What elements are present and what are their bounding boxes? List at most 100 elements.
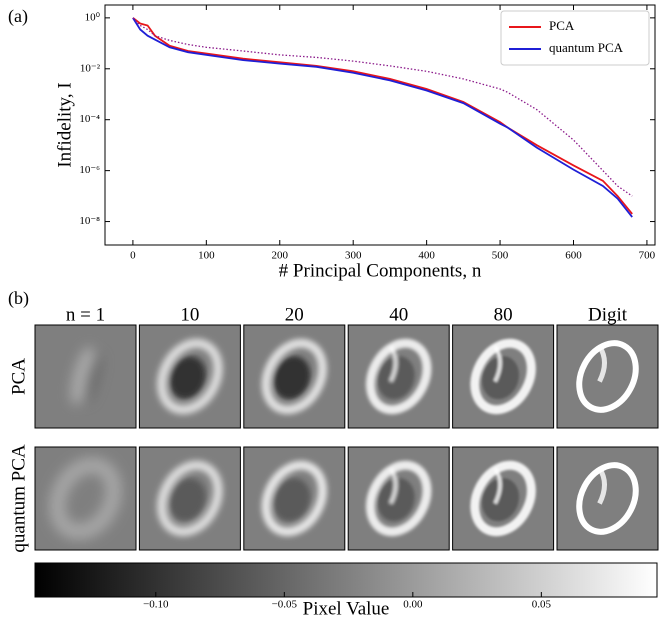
line-series [132, 17, 633, 218]
line-series [132, 17, 633, 215]
image-content [70, 346, 103, 405]
image-frame [556, 324, 659, 429]
image-content [470, 460, 536, 537]
colorbar-tick-label: 0.05 [532, 599, 552, 611]
x-tick-label: 100 [198, 250, 215, 262]
column-title: 10 [180, 304, 199, 325]
colorbar-label: Pixel Value [303, 598, 390, 619]
digit-ring [470, 338, 536, 415]
digit-ring [365, 338, 432, 415]
column-title: n = 1 [66, 304, 105, 325]
column-title: 40 [389, 304, 408, 325]
image-content [365, 338, 432, 415]
image-frame [34, 324, 137, 429]
digit-hook [493, 345, 503, 383]
plot-frame [104, 4, 656, 246]
x-tick-label: 400 [418, 250, 435, 262]
inner-shadow [377, 356, 415, 400]
colorbar-tick-label: −0.10 [143, 599, 169, 611]
image-content [261, 460, 328, 537]
image-cell [35, 325, 136, 428]
image-frame [347, 324, 450, 429]
panel-label: (b) [8, 288, 29, 309]
digit-hook [388, 345, 398, 383]
digit-ring [576, 340, 639, 413]
column-title: 20 [285, 304, 304, 325]
digit-ring [470, 460, 536, 537]
column-title: Digit [588, 304, 628, 325]
image-cell [452, 447, 554, 550]
inner-shadow [168, 478, 206, 522]
image-frame [347, 446, 450, 551]
image-cell [348, 447, 450, 550]
image-content [576, 340, 639, 413]
x-axis-label: # Principal Components, n [279, 260, 482, 281]
x-tick-label: 600 [565, 250, 582, 262]
colorbar-tick-label: 0.00 [403, 599, 423, 611]
legend-box [500, 10, 650, 66]
digit-ring [365, 460, 432, 537]
legend-label: PCA [549, 18, 575, 33]
image-frame [556, 446, 659, 551]
image-cell [452, 325, 554, 428]
y-tick-label: 10⁻² [80, 62, 101, 74]
y-tick-label: 10⁻⁸ [79, 215, 100, 227]
row-label: PCA [8, 358, 29, 395]
digit-hook [597, 467, 607, 505]
digit-ring [157, 460, 223, 537]
image-frame [243, 324, 346, 429]
image-background [557, 447, 658, 550]
panel-label: (a) [8, 6, 28, 27]
digit-ring [261, 338, 328, 415]
inner-shadow [377, 478, 415, 522]
image-frame [138, 324, 241, 429]
image-frame [452, 324, 555, 429]
image-background [557, 325, 658, 428]
inner-shadow [482, 478, 520, 522]
legend-label: quantum PCA [549, 40, 624, 55]
image-content [157, 460, 223, 537]
colorbar-tick-label: −0.05 [272, 599, 298, 611]
image-frame [243, 446, 346, 551]
image-frame [34, 446, 137, 551]
image-content [157, 338, 223, 415]
image-cell [557, 447, 658, 550]
x-tick-label: 500 [492, 250, 509, 262]
image-content [470, 338, 536, 415]
digit-ring [157, 338, 223, 415]
image-content [576, 462, 639, 535]
inner-shadow [482, 356, 520, 400]
x-tick-label: 300 [345, 250, 362, 262]
digit-hook [388, 467, 398, 505]
stroke-blob [70, 346, 95, 405]
image-content [261, 338, 328, 415]
inner-shadow [168, 356, 206, 400]
y-axis-label: Infidelity, I [54, 82, 75, 167]
line-series [132, 17, 633, 197]
x-tick-label: 200 [272, 250, 289, 262]
y-tick-label: 10⁻⁶ [79, 164, 100, 176]
stroke-blob [84, 353, 103, 404]
image-cell [557, 325, 658, 428]
image-cell [35, 447, 136, 550]
digit-ring [49, 457, 122, 540]
image-frame [138, 446, 241, 551]
row-label: quantum PCA [8, 444, 29, 552]
digit-hook [597, 345, 607, 383]
digit-ring [261, 460, 328, 537]
image-cell [139, 325, 241, 428]
colorbar [34, 562, 658, 598]
image-frame [452, 446, 555, 551]
column-title: 80 [494, 304, 513, 325]
image-cell [243, 447, 345, 550]
inner-shadow [273, 356, 311, 400]
image-cell [243, 325, 345, 428]
y-tick-label: 10⁰ [85, 11, 101, 23]
digit-ring [576, 462, 639, 535]
y-tick-label: 10⁻⁴ [79, 113, 100, 125]
x-tick-label: 0 [130, 250, 136, 262]
x-tick-label: 700 [639, 250, 656, 262]
image-content [49, 457, 122, 540]
image-content [365, 460, 432, 537]
